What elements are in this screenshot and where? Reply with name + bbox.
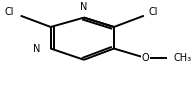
Text: Cl: Cl: [149, 7, 158, 17]
Text: CH₃: CH₃: [174, 53, 192, 63]
Text: N: N: [33, 44, 41, 54]
Text: O: O: [142, 53, 149, 63]
Text: N: N: [80, 2, 88, 12]
Text: Cl: Cl: [5, 7, 14, 17]
